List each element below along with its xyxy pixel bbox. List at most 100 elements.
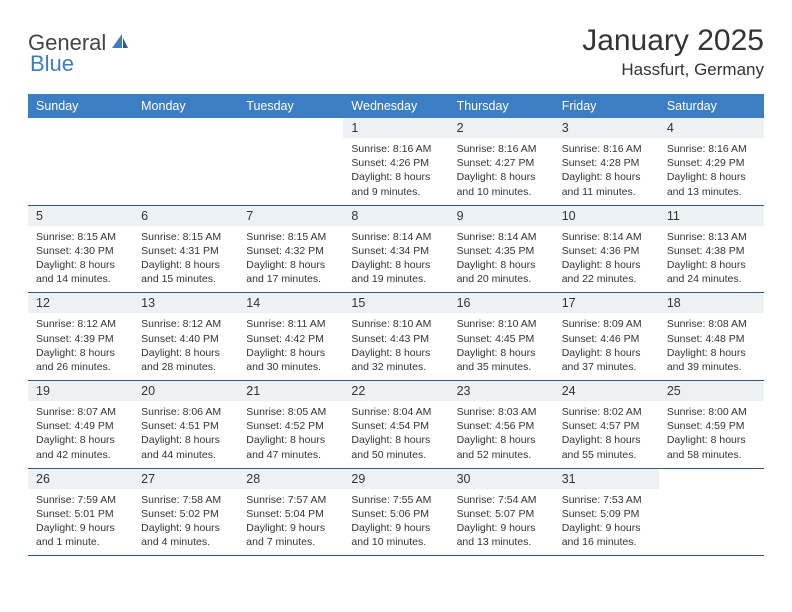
location: Hassfurt, Germany xyxy=(582,60,764,80)
day-details: Sunrise: 8:10 AMSunset: 4:43 PMDaylight:… xyxy=(343,313,448,380)
day-details: Sunrise: 8:15 AMSunset: 4:32 PMDaylight:… xyxy=(238,226,343,293)
day-number: 25 xyxy=(659,381,764,401)
sunset-text: Sunset: 4:54 PM xyxy=(351,419,440,433)
day-details: Sunrise: 8:05 AMSunset: 4:52 PMDaylight:… xyxy=(238,401,343,468)
day-header: Thursday xyxy=(449,94,554,118)
day-cell: 11Sunrise: 8:13 AMSunset: 4:38 PMDayligh… xyxy=(659,205,764,293)
daylight-text: Daylight: 8 hours and 58 minutes. xyxy=(667,433,756,461)
sunrise-text: Sunrise: 7:55 AM xyxy=(351,493,440,507)
sunset-text: Sunset: 4:57 PM xyxy=(562,419,651,433)
day-number: 31 xyxy=(554,469,659,489)
day-number: 6 xyxy=(133,206,238,226)
sunrise-text: Sunrise: 7:57 AM xyxy=(246,493,335,507)
sunset-text: Sunset: 4:31 PM xyxy=(141,244,230,258)
daylight-text: Daylight: 8 hours and 30 minutes. xyxy=(246,346,335,374)
daylight-text: Daylight: 8 hours and 26 minutes. xyxy=(36,346,125,374)
month-title: January 2025 xyxy=(582,24,764,58)
day-details: Sunrise: 8:12 AMSunset: 4:40 PMDaylight:… xyxy=(133,313,238,380)
day-number: 20 xyxy=(133,381,238,401)
day-details: Sunrise: 8:03 AMSunset: 4:56 PMDaylight:… xyxy=(449,401,554,468)
day-number: 23 xyxy=(449,381,554,401)
day-cell: 4Sunrise: 8:16 AMSunset: 4:29 PMDaylight… xyxy=(659,118,764,205)
day-cell: 3Sunrise: 8:16 AMSunset: 4:28 PMDaylight… xyxy=(554,118,659,205)
sunrise-text: Sunrise: 8:16 AM xyxy=(457,142,546,156)
day-details: Sunrise: 7:59 AMSunset: 5:01 PMDaylight:… xyxy=(28,489,133,556)
day-cell: 5Sunrise: 8:15 AMSunset: 4:30 PMDaylight… xyxy=(28,205,133,293)
sunset-text: Sunset: 5:02 PM xyxy=(141,507,230,521)
day-cell: 15Sunrise: 8:10 AMSunset: 4:43 PMDayligh… xyxy=(343,293,448,381)
sunrise-text: Sunrise: 8:00 AM xyxy=(667,405,756,419)
sunset-text: Sunset: 4:27 PM xyxy=(457,156,546,170)
day-cell: 16Sunrise: 8:10 AMSunset: 4:45 PMDayligh… xyxy=(449,293,554,381)
day-cell: 30Sunrise: 7:54 AMSunset: 5:07 PMDayligh… xyxy=(449,468,554,556)
sunrise-text: Sunrise: 7:54 AM xyxy=(457,493,546,507)
sunrise-text: Sunrise: 8:13 AM xyxy=(667,230,756,244)
sunset-text: Sunset: 4:28 PM xyxy=(562,156,651,170)
day-cell: 31Sunrise: 7:53 AMSunset: 5:09 PMDayligh… xyxy=(554,468,659,556)
sunrise-text: Sunrise: 8:09 AM xyxy=(562,317,651,331)
day-details: Sunrise: 8:12 AMSunset: 4:39 PMDaylight:… xyxy=(28,313,133,380)
day-cell: 6Sunrise: 8:15 AMSunset: 4:31 PMDaylight… xyxy=(133,205,238,293)
day-cell: 7Sunrise: 8:15 AMSunset: 4:32 PMDaylight… xyxy=(238,205,343,293)
sunrise-text: Sunrise: 8:15 AM xyxy=(36,230,125,244)
day-details: Sunrise: 8:14 AMSunset: 4:35 PMDaylight:… xyxy=(449,226,554,293)
header: General January 2025 Hassfurt, Germany xyxy=(28,24,764,80)
day-number: 26 xyxy=(28,469,133,489)
sunset-text: Sunset: 4:35 PM xyxy=(457,244,546,258)
day-number: 7 xyxy=(238,206,343,226)
day-details: Sunrise: 8:09 AMSunset: 4:46 PMDaylight:… xyxy=(554,313,659,380)
day-number: 3 xyxy=(554,118,659,138)
day-number: 9 xyxy=(449,206,554,226)
sunrise-text: Sunrise: 7:59 AM xyxy=(36,493,125,507)
sail-icon xyxy=(110,30,130,56)
sunset-text: Sunset: 5:06 PM xyxy=(351,507,440,521)
daylight-text: Daylight: 8 hours and 22 minutes. xyxy=(562,258,651,286)
daylight-text: Daylight: 8 hours and 50 minutes. xyxy=(351,433,440,461)
daylight-text: Daylight: 9 hours and 1 minute. xyxy=(36,521,125,549)
day-cell: 20Sunrise: 8:06 AMSunset: 4:51 PMDayligh… xyxy=(133,381,238,469)
day-cell: 28Sunrise: 7:57 AMSunset: 5:04 PMDayligh… xyxy=(238,468,343,556)
day-details: Sunrise: 8:06 AMSunset: 4:51 PMDaylight:… xyxy=(133,401,238,468)
sunset-text: Sunset: 4:38 PM xyxy=(667,244,756,258)
sunrise-text: Sunrise: 8:14 AM xyxy=(351,230,440,244)
week-row: 5Sunrise: 8:15 AMSunset: 4:30 PMDaylight… xyxy=(28,205,764,293)
day-header: Sunday xyxy=(28,94,133,118)
day-cell: 18Sunrise: 8:08 AMSunset: 4:48 PMDayligh… xyxy=(659,293,764,381)
day-cell: 22Sunrise: 8:04 AMSunset: 4:54 PMDayligh… xyxy=(343,381,448,469)
day-cell: 2Sunrise: 8:16 AMSunset: 4:27 PMDaylight… xyxy=(449,118,554,205)
sunset-text: Sunset: 5:09 PM xyxy=(562,507,651,521)
day-header: Saturday xyxy=(659,94,764,118)
day-cell: 19Sunrise: 8:07 AMSunset: 4:49 PMDayligh… xyxy=(28,381,133,469)
day-details: Sunrise: 7:54 AMSunset: 5:07 PMDaylight:… xyxy=(449,489,554,556)
day-number: 18 xyxy=(659,293,764,313)
day-number: 4 xyxy=(659,118,764,138)
daylight-text: Daylight: 9 hours and 4 minutes. xyxy=(141,521,230,549)
logo-text-2: Blue xyxy=(30,51,74,77)
sunset-text: Sunset: 4:36 PM xyxy=(562,244,651,258)
day-details: Sunrise: 8:14 AMSunset: 4:34 PMDaylight:… xyxy=(343,226,448,293)
sunset-text: Sunset: 4:56 PM xyxy=(457,419,546,433)
daylight-text: Daylight: 8 hours and 19 minutes. xyxy=(351,258,440,286)
sunrise-text: Sunrise: 8:02 AM xyxy=(562,405,651,419)
sunrise-text: Sunrise: 8:07 AM xyxy=(36,405,125,419)
day-number: 30 xyxy=(449,469,554,489)
daylight-text: Daylight: 8 hours and 32 minutes. xyxy=(351,346,440,374)
day-details: Sunrise: 8:16 AMSunset: 4:29 PMDaylight:… xyxy=(659,138,764,205)
daylight-text: Daylight: 9 hours and 7 minutes. xyxy=(246,521,335,549)
daylight-text: Daylight: 8 hours and 39 minutes. xyxy=(667,346,756,374)
daylight-text: Daylight: 9 hours and 13 minutes. xyxy=(457,521,546,549)
day-cell xyxy=(238,118,343,205)
day-number: 24 xyxy=(554,381,659,401)
sunrise-text: Sunrise: 8:04 AM xyxy=(351,405,440,419)
day-details: Sunrise: 8:15 AMSunset: 4:31 PMDaylight:… xyxy=(133,226,238,293)
day-number: 10 xyxy=(554,206,659,226)
calendar-page: General January 2025 Hassfurt, Germany B… xyxy=(0,0,792,580)
day-cell: 27Sunrise: 7:58 AMSunset: 5:02 PMDayligh… xyxy=(133,468,238,556)
day-header: Friday xyxy=(554,94,659,118)
sunrise-text: Sunrise: 8:10 AM xyxy=(457,317,546,331)
day-number: 11 xyxy=(659,206,764,226)
sunrise-text: Sunrise: 7:58 AM xyxy=(141,493,230,507)
day-cell: 8Sunrise: 8:14 AMSunset: 4:34 PMDaylight… xyxy=(343,205,448,293)
daylight-text: Daylight: 8 hours and 37 minutes. xyxy=(562,346,651,374)
sunset-text: Sunset: 4:29 PM xyxy=(667,156,756,170)
